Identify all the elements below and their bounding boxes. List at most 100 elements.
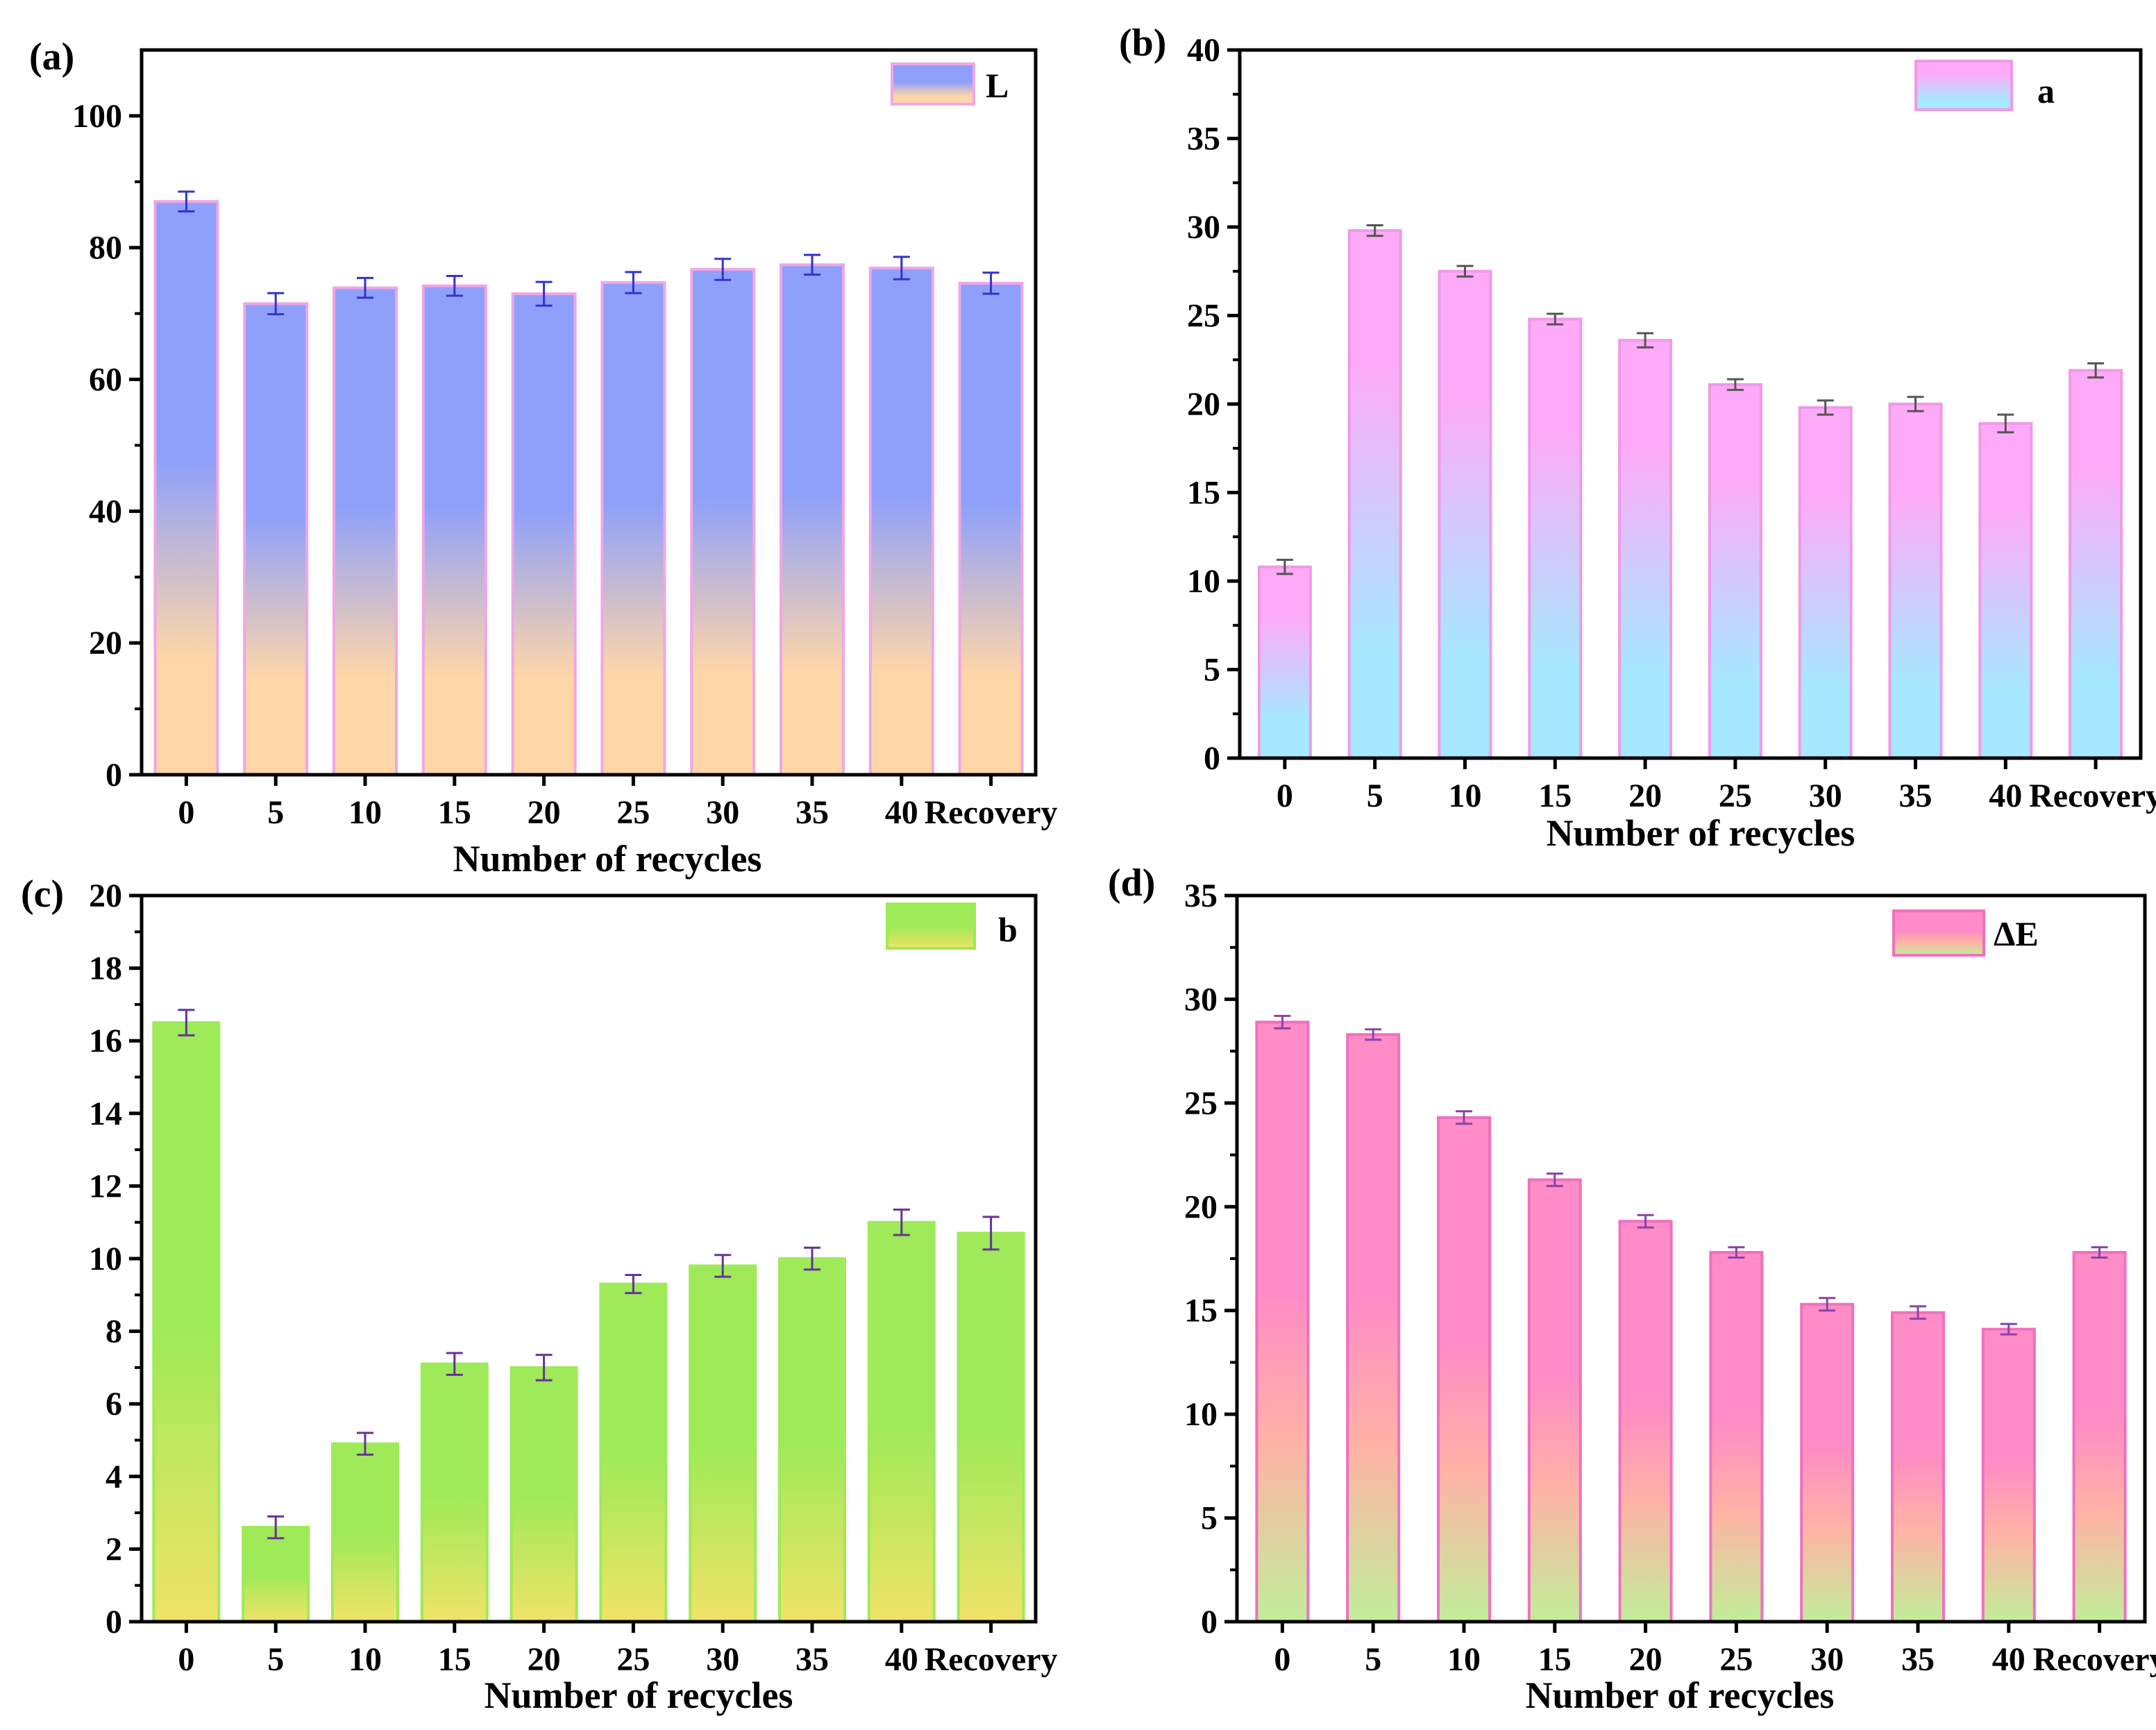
x-tick-label-a: Recovery (925, 794, 1058, 831)
bar-b-Recovery (2069, 369, 2123, 759)
x-axis-title-c: Number of recycles (485, 1674, 793, 1716)
error-bar-b-15 (1547, 312, 1564, 326)
y-tick-label-d: 5 (1201, 1500, 1218, 1537)
panel-label-d: (d) (1108, 862, 1155, 905)
bar-a-40 (868, 267, 934, 776)
bar-d-40 (1981, 1327, 2036, 1624)
y-tick-label-c: 18 (89, 950, 122, 987)
y-tick-label-d: 25 (1184, 1085, 1218, 1122)
bar-b-10 (1438, 269, 1492, 759)
bar-a-15 (421, 284, 487, 776)
panel-a-legend: L (891, 62, 1009, 106)
x-tick-label-c: 30 (706, 1641, 739, 1678)
bar-a-5 (243, 302, 309, 776)
x-tick-label-d: 40 (1992, 1641, 2026, 1678)
bar-b-40 (1978, 422, 2033, 759)
bar-b-15 (1528, 317, 1583, 760)
x-tick-label-a: 30 (706, 794, 739, 831)
error-bar-a-20 (535, 280, 553, 307)
error-bar-a-0 (178, 190, 195, 213)
bar-b-20 (1618, 339, 1673, 759)
error-bar-d-0 (1274, 1014, 1291, 1030)
error-bar-b-10 (1456, 264, 1474, 278)
bar-d-0 (1255, 1021, 1310, 1623)
legend-swatch-b (886, 902, 976, 950)
y-tick-label-d: 35 (1184, 877, 1218, 914)
y-tick-label-d: 15 (1184, 1293, 1218, 1329)
x-tick-label-b: 0 (1277, 778, 1293, 814)
x-tick-label-b: 25 (1719, 778, 1752, 814)
error-bar-a-15 (446, 275, 463, 297)
bar-b-35 (1888, 403, 1943, 759)
error-bar-c-30 (714, 1254, 732, 1278)
y-tick-label-c: 0 (106, 1604, 122, 1640)
x-tick-label-a: 15 (438, 794, 471, 831)
bar-d-5 (1346, 1033, 1401, 1623)
error-bar-c-35 (804, 1246, 820, 1271)
x-tick-label-c: 10 (348, 1641, 382, 1678)
bar-d-15 (1527, 1178, 1582, 1624)
error-bar-b-40 (1997, 413, 2014, 434)
y-tick-label-c: 16 (89, 1023, 122, 1059)
panel-b-legend: a (1914, 60, 2055, 111)
x-tick-label-b: 10 (1449, 778, 1482, 814)
error-bar-c-25 (625, 1274, 642, 1295)
error-bar-d-30 (1819, 1297, 1836, 1312)
error-bar-d-15 (1546, 1172, 1563, 1187)
x-tick-label-a: 10 (348, 794, 382, 831)
error-bar-b-25 (1726, 378, 1744, 392)
plot-frame-a (140, 48, 1038, 777)
y-tick-label-c: 2 (106, 1531, 122, 1568)
x-tick-label-c: 35 (795, 1641, 829, 1678)
y-tick-label-c: 12 (89, 1168, 122, 1204)
y-tick-label-a: 40 (89, 493, 122, 530)
error-bar-d-20 (1637, 1213, 1654, 1229)
error-bar-c-5 (267, 1515, 285, 1540)
x-tick-label-a: 25 (616, 794, 650, 831)
x-tick-label-b: Recovery (2029, 778, 2156, 814)
error-bar-a-35 (804, 253, 820, 276)
panel-c-plot: 0 2 4 6 8 10 12 14 16 18 20 0 5 10 15 20 25 30 35 40 Recover… (89, 877, 1058, 1678)
error-bar-b-0 (1276, 558, 1293, 576)
x-tick-label-d: 5 (1365, 1641, 1381, 1678)
y-tick-label-c: 8 (106, 1313, 122, 1350)
y-tick-label-b: 10 (1187, 563, 1220, 600)
error-bar-b-Recovery (2087, 362, 2105, 379)
bar-b-0 (1257, 565, 1312, 759)
legend-label-L: L (986, 66, 1009, 105)
x-tick-label-a: 35 (795, 794, 829, 831)
bar-c-35 (778, 1257, 846, 1623)
bar-a-25 (600, 281, 666, 776)
error-bar-d-10 (1456, 1110, 1472, 1125)
y-tick-label-c: 4 (106, 1459, 122, 1495)
bar-c-5 (242, 1526, 310, 1624)
x-tick-label-b: 30 (1809, 778, 1842, 814)
error-bar-d-5 (1365, 1028, 1382, 1041)
bar-b-25 (1708, 383, 1762, 759)
x-tick-label-b: 40 (1989, 778, 2022, 814)
legend-label-dE: ΔE (1994, 914, 2039, 953)
bar-a-Recovery (958, 281, 1024, 776)
panel-label-c: (c) (21, 873, 64, 916)
bar-c-Recovery (957, 1232, 1025, 1623)
x-tick-label-c: 5 (267, 1641, 284, 1678)
y-tick-label-d: 10 (1184, 1396, 1218, 1433)
bar-d-10 (1437, 1116, 1491, 1623)
x-tick-label-d: 30 (1810, 1641, 1844, 1678)
y-tick-label-a: 60 (89, 362, 122, 398)
error-bar-c-0 (178, 1009, 195, 1036)
y-tick-label-a: 80 (89, 230, 122, 267)
panel-label-a: (a) (29, 35, 74, 78)
x-tick-label-a: 0 (178, 794, 194, 831)
x-tick-label-c: 15 (438, 1641, 471, 1678)
error-bar-c-40 (893, 1208, 910, 1236)
bar-d-35 (1891, 1311, 1945, 1624)
error-bar-c-15 (446, 1352, 463, 1376)
legend-swatch-dE (1892, 909, 1985, 957)
x-tick-label-d: 20 (1629, 1641, 1662, 1678)
x-tick-label-c: 20 (528, 1641, 561, 1678)
panel-d-plot: 0 5 10 15 20 25 30 35 0 5 10 15 20 25 30 35 40 Recovery (1184, 877, 2156, 1678)
bar-d-30 (1800, 1302, 1855, 1623)
